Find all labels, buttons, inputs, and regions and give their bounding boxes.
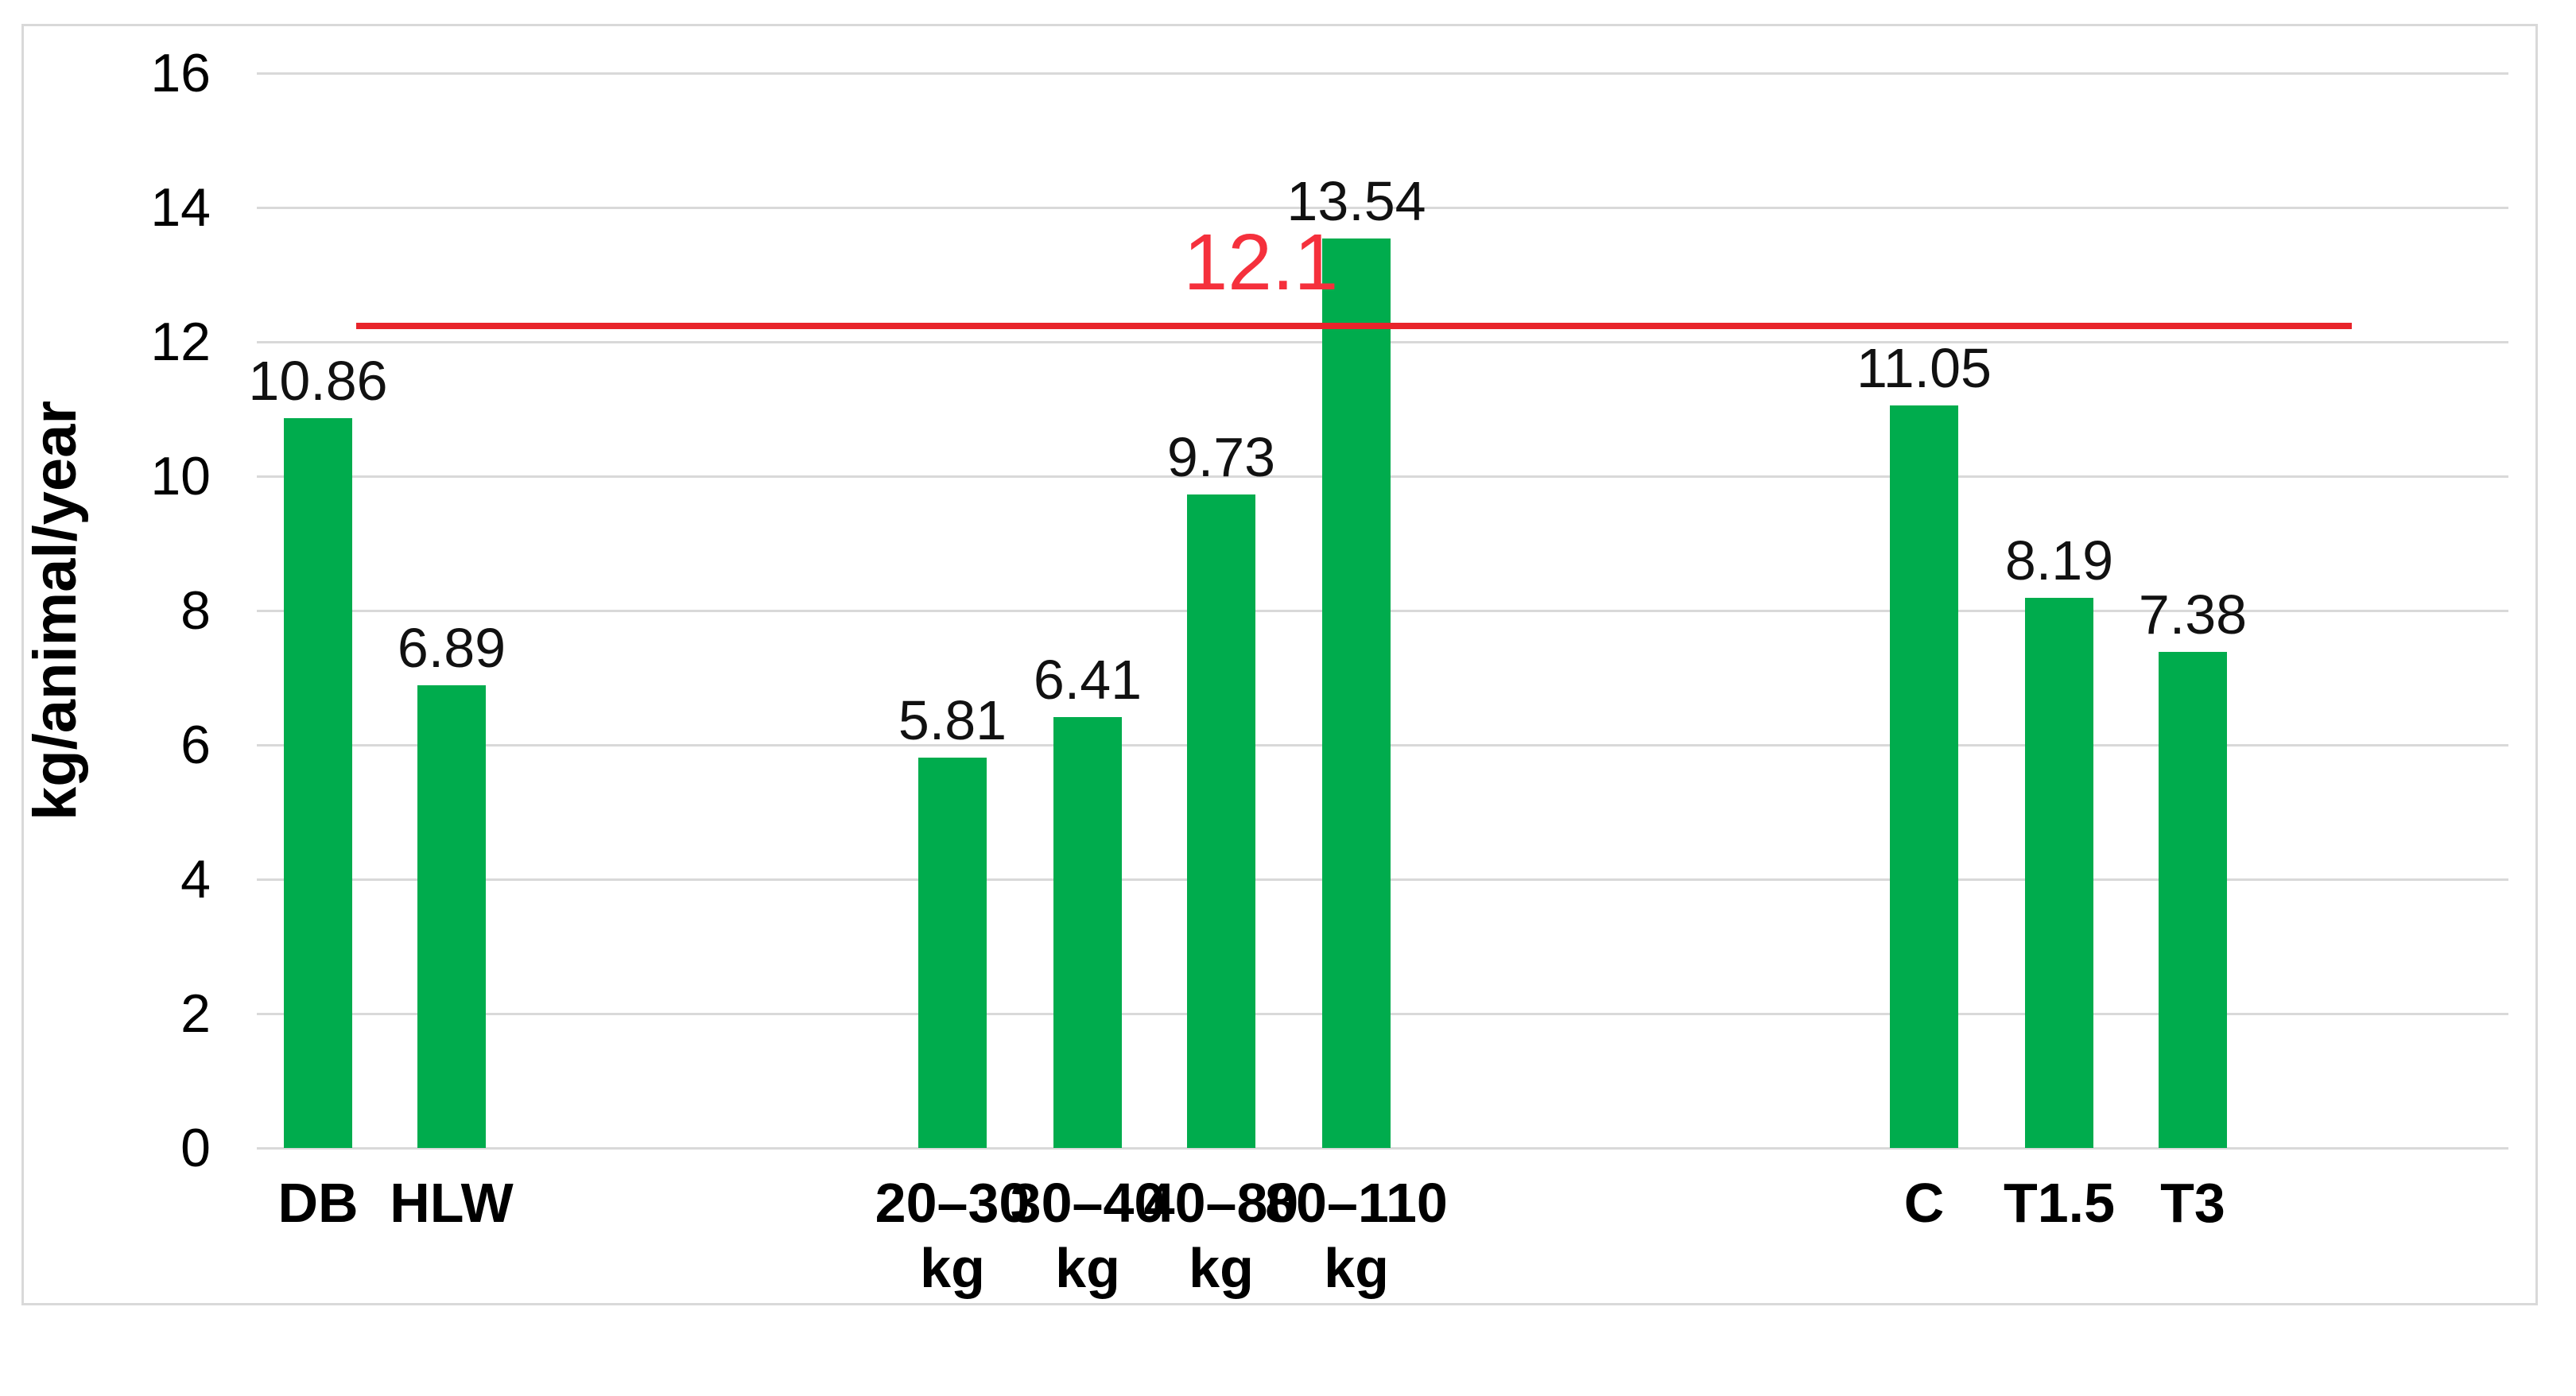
bar-value-label: 6.41 (1033, 649, 1143, 712)
bar-DB (284, 418, 352, 1148)
bar-value-label: 8.19 (2004, 529, 2114, 591)
y-tick-label-2: 2 (180, 983, 211, 1044)
category-label: C (1903, 1172, 1945, 1234)
bar-value-label: 7.38 (2138, 584, 2248, 646)
reference-line (356, 323, 2352, 329)
y-tick-label-8: 8 (180, 580, 211, 641)
category-label: DB (277, 1172, 359, 1234)
bar-80–110 (1322, 238, 1391, 1148)
category-label: 80–110 kg (1265, 1172, 1448, 1299)
bar-value-label: 13.54 (1286, 169, 1426, 232)
y-tick-label-4: 4 (180, 849, 211, 909)
y-tick-label-12: 12 (150, 312, 211, 372)
bar-20–30 (918, 758, 987, 1148)
bar-30–40 (1053, 717, 1122, 1148)
bar-HLW (417, 684, 486, 1148)
y-tick-label-10: 10 (150, 446, 211, 506)
bar-T1.5 (2025, 597, 2093, 1148)
category-label: HLW (390, 1172, 514, 1234)
gridline-16 (257, 72, 2508, 75)
y-tick-label-16: 16 (150, 43, 211, 103)
bar-value-label: 6.89 (397, 616, 506, 679)
category-label: 30–40 kg (1010, 1172, 1166, 1299)
gridline-14 (257, 206, 2508, 209)
y-tick-label-0: 0 (180, 1118, 211, 1178)
category-label: T3 (2160, 1172, 2225, 1234)
category-label: T1.5 (2003, 1172, 2116, 1234)
gridline-0 (257, 1146, 2508, 1150)
bar-T3 (2159, 652, 2227, 1148)
category-label: 40–80 kg (1143, 1172, 1299, 1299)
bar-value-label: 11.05 (1856, 337, 1992, 400)
y-tick-label-14: 14 (150, 177, 211, 238)
bar-value-label: 5.81 (898, 689, 1007, 752)
bar-value-label: 10.86 (248, 350, 388, 413)
bar-C (1890, 405, 1958, 1148)
bar-value-label: 9.73 (1166, 425, 1276, 488)
reference-line-label: 12.1 (1183, 218, 1339, 307)
y-tick-label-6: 6 (180, 715, 211, 775)
category-label: 20–30 kg (875, 1172, 1030, 1299)
bar-40–80 (1187, 494, 1255, 1148)
